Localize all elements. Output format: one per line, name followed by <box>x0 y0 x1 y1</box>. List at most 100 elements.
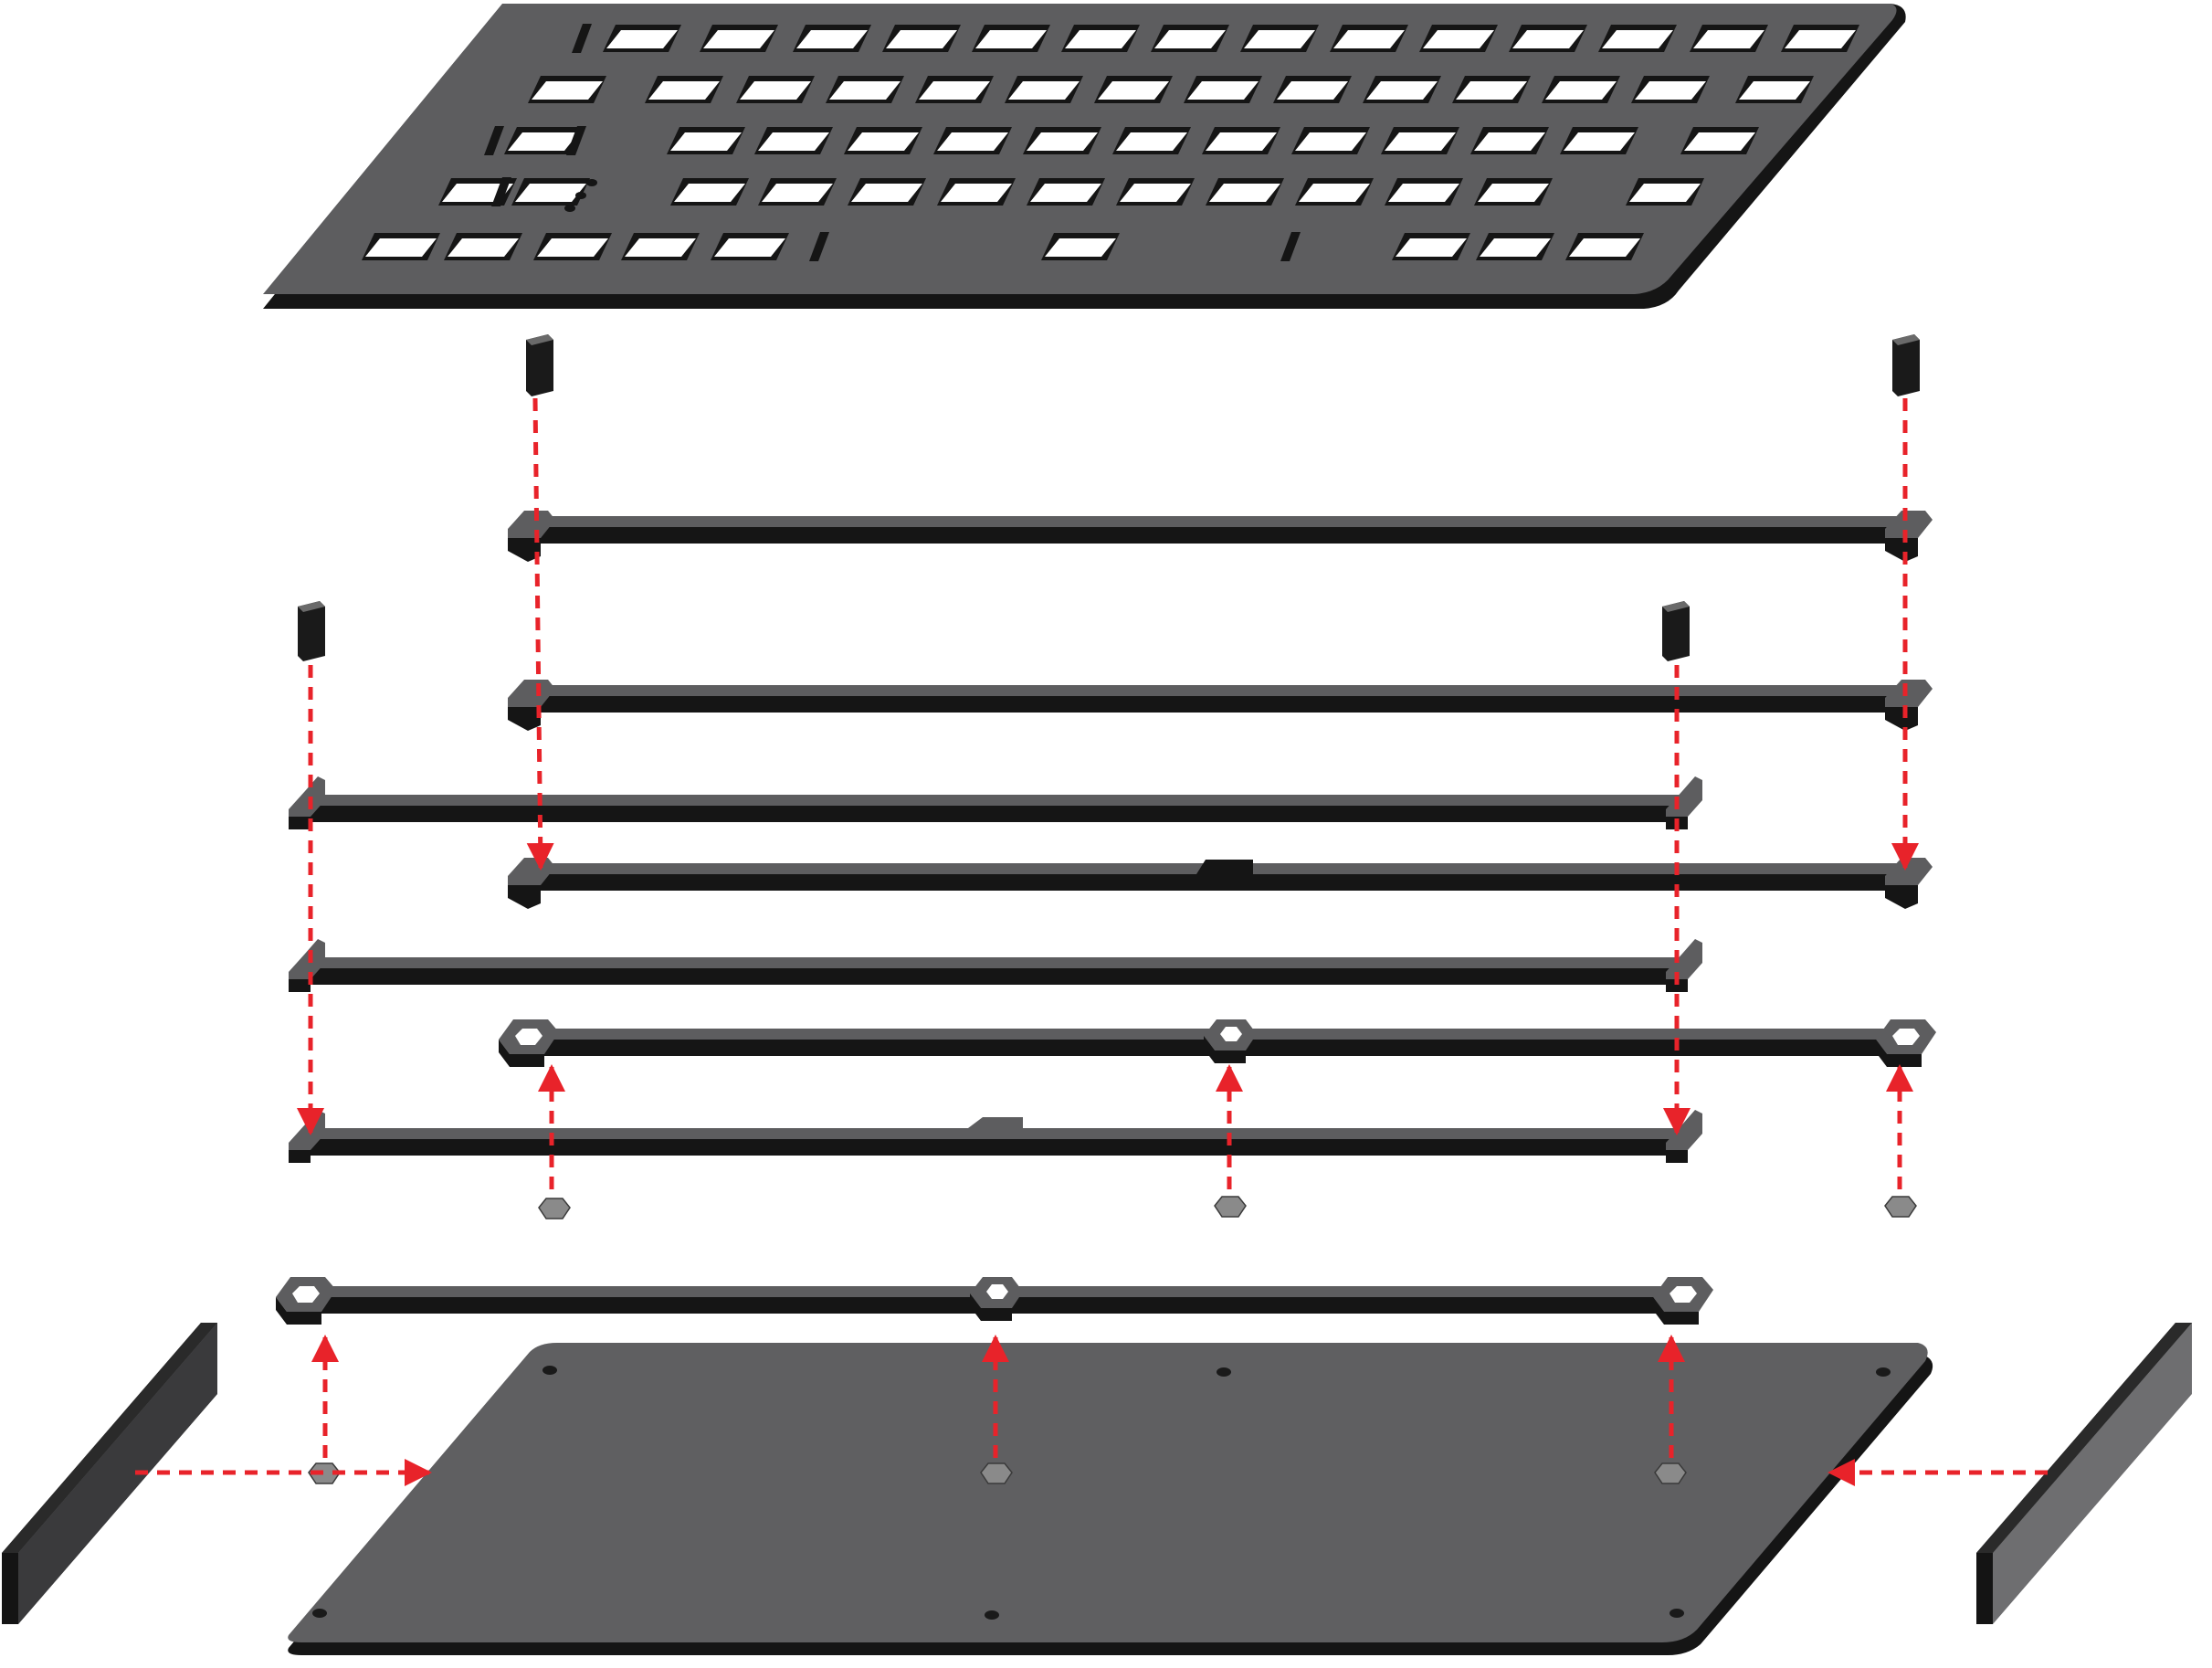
frame-layer-7 <box>289 1110 1702 1163</box>
key-hole-opening-22 <box>1187 81 1259 100</box>
key-hole-opening-19 <box>919 81 990 100</box>
frame-layer-6-hex-right-edge <box>1876 1040 1922 1067</box>
frame-layer-8-hex-right-edge <box>1653 1297 1699 1325</box>
key-hole-opening-59 <box>714 238 785 257</box>
frame-layer-6-hex-left-hole <box>515 1029 542 1045</box>
nut-row-1-c <box>1884 1196 1917 1218</box>
frame-layer-1 <box>508 511 1933 562</box>
frame-layer-8-hex-mid-hole <box>986 1284 1008 1299</box>
frame-layer-8-hex-mid-edge <box>970 1293 1012 1321</box>
standoff-nw <box>526 334 553 396</box>
stab-slot-1 <box>1280 232 1301 261</box>
key-hole-opening-28 <box>1739 81 1810 100</box>
frame-layer-5-hook-right <box>1666 939 1702 979</box>
key-hole-opening-17 <box>740 81 811 100</box>
key-hole-opening-7 <box>1154 30 1226 48</box>
frame-layer-6-hex-left-edge <box>499 1040 544 1067</box>
frame-layer-6-hex-mid-edge <box>1204 1036 1246 1063</box>
arrow-standoff-nw-down <box>526 397 554 871</box>
key-hole-opening-53 <box>1478 184 1549 202</box>
key-hole-opening-63 <box>1569 238 1640 257</box>
frame-layer-5-edge <box>307 968 1671 985</box>
key-hole-opening-16 <box>648 81 720 100</box>
frame-layer-2-edge <box>530 696 1894 713</box>
frame-layer-4-tab-left-edge <box>508 885 541 909</box>
key-hole-opening-12 <box>1602 30 1673 48</box>
nut-row-2-b <box>980 1462 1013 1484</box>
nut-row-1-b <box>1214 1196 1247 1218</box>
key-hole-opening-37 <box>1295 132 1366 151</box>
key-hole-opening-56 <box>448 238 519 257</box>
key-hole-opening-29 <box>508 132 579 151</box>
key-hole-opening-33 <box>937 132 1008 151</box>
key-hole-opening-52 <box>1388 184 1459 202</box>
frame-layer-8-hex-right-hole <box>1670 1286 1697 1303</box>
frame-layer-2 <box>508 680 1933 731</box>
key-hole-opening-6 <box>1065 30 1136 48</box>
frame-layer-3-hook-left-edge <box>289 817 311 829</box>
key-hole-opening-45 <box>762 184 833 202</box>
key-hole-opening-26 <box>1545 81 1617 100</box>
stab-slot-5 <box>491 177 511 206</box>
frame-layer-8-hex-left-hole <box>292 1286 320 1303</box>
key-hole-opening-54 <box>1629 184 1701 202</box>
foot-right <box>1976 1323 2192 1624</box>
nuts <box>308 1196 1917 1484</box>
key-hole-opening-32 <box>848 132 919 151</box>
frame-layer-4-tab-right <box>1885 858 1933 885</box>
key-hole-opening-47 <box>941 184 1012 202</box>
frame-layer-8 <box>276 1277 1713 1325</box>
key-hole-opening-8 <box>1244 30 1315 48</box>
key-hole-opening-46 <box>851 184 922 202</box>
frame-layer-7-hook-right-edge <box>1666 1150 1688 1163</box>
key-holes <box>362 24 1859 261</box>
frame-layer-6-hex-mid-hole <box>1220 1027 1242 1041</box>
frame-layer-3-hook-left <box>289 776 325 817</box>
frame-layer-3-edge <box>307 806 1671 822</box>
frame-layer-1-tab-left <box>508 511 555 538</box>
key-hole-opening-58 <box>625 238 696 257</box>
standoff-e <box>1662 601 1690 661</box>
led-hole-2 <box>564 205 575 212</box>
key-hole-opening-21 <box>1098 81 1169 100</box>
frame-layer-7-edge <box>307 1139 1671 1156</box>
key-hole-opening-44 <box>674 184 745 202</box>
key-hole-opening-40 <box>1564 132 1635 151</box>
key-hole-opening-20 <box>1008 81 1080 100</box>
key-hole-opening-41 <box>1684 132 1755 151</box>
key-hole-opening-3 <box>796 30 868 48</box>
switch-plate <box>263 4 1906 309</box>
frame-layer-4-notch <box>1196 860 1253 891</box>
key-hole-opening-38 <box>1385 132 1456 151</box>
nut-row-1-a <box>538 1198 571 1219</box>
key-hole-opening-10 <box>1423 30 1494 48</box>
frame-layer-7-hook-left-edge <box>289 1150 311 1163</box>
frame-layer-5-top <box>307 957 1680 968</box>
frame-layer-8-hex-left-edge <box>276 1297 321 1325</box>
frame-layer-4 <box>508 858 1933 909</box>
key-hole-opening-13 <box>1693 30 1764 48</box>
key-hole-opening-15 <box>532 81 603 100</box>
key-hole-opening-57 <box>537 238 608 257</box>
key-hole-opening-9 <box>1333 30 1405 48</box>
key-hole-opening-31 <box>758 132 829 151</box>
frame-layer-3-top <box>307 795 1680 806</box>
led-hole-1 <box>575 192 586 199</box>
frame-layer-2-tab-left <box>508 680 555 707</box>
frame-layer-3 <box>289 776 1702 829</box>
key-hole-opening-2 <box>703 30 774 48</box>
key-hole-opening-5 <box>975 30 1047 48</box>
key-hole-opening-30 <box>670 132 742 151</box>
standoff-ne <box>1892 334 1920 396</box>
frame-layer-6 <box>499 1019 1936 1067</box>
stab-slot-3 <box>484 126 504 155</box>
frame-layer-1-tab-left-edge <box>508 538 541 562</box>
key-hole-opening-48 <box>1030 184 1101 202</box>
stab-slot-0 <box>809 232 829 261</box>
key-hole-opening-11 <box>1512 30 1584 48</box>
frame-layer-2-top <box>530 685 1903 696</box>
frame-layer-6-hex-right-hole <box>1892 1029 1920 1045</box>
key-hole-opening-34 <box>1027 132 1098 151</box>
